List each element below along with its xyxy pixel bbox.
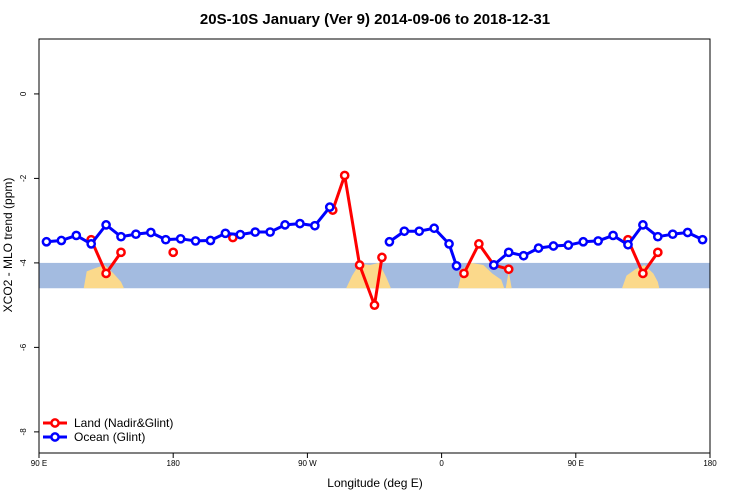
legend-marker-2 [50,432,60,442]
series-2-point-1-14 [235,229,246,240]
series-2-point-1-11 [190,236,201,246]
y-tick-label-1: 0 [19,91,28,96]
series-1-point-4-5 [377,252,387,263]
x-axis: 90 E 180 90 W 0 90 E 180 [31,453,717,468]
series-2-point-2-4 [429,223,439,234]
y-tick-label-5: -8 [19,428,28,436]
series-2-point-3-10 [623,239,633,250]
series-2-point-1-3 [71,230,82,241]
legend-label-2: Ocean (Glint) [74,430,145,444]
legend: Land (Nadir&Glint)Ocean (Glint) [43,416,173,444]
series-2-point-1-6 [116,231,126,242]
series-2 [41,202,708,271]
land-patch-4 [505,271,512,289]
series-1-point-5-2 [474,239,484,249]
y-tick-label-2: -2 [19,174,28,182]
series-2-point-1-20 [324,202,335,212]
x-tick-label-5: 90 E [568,459,584,468]
x-tick-label-3: 90 W [298,459,317,468]
series-2-point-3-9 [608,230,618,241]
series-layer [41,170,708,310]
series-2-point-1-1 [41,236,52,247]
series-2-point-3-5 [548,241,559,251]
land-patch-3 [458,262,505,289]
series-2-point-3-7 [578,236,589,247]
series-1-point-5-1 [459,268,469,279]
series-2-point-3-12 [652,231,663,242]
series-2-point-2-5 [444,239,454,249]
x-tick-label-2: 180 [167,459,181,468]
series-2-point-2-1 [384,236,395,247]
series-2-point-2-3 [414,226,425,237]
series-2-point-1-10 [175,233,186,244]
series-1-point-4-3 [354,260,365,270]
series-2-point-2-2 [399,226,410,237]
x-tick-label-6: 180 [703,459,717,468]
series-1-line-5 [462,242,510,275]
series-2-point-1-18 [295,218,305,229]
series-2-point-1-4 [86,239,97,249]
legend-label-1: Land (Nadir&Glint) [74,416,173,430]
series-2-point-1-15 [250,227,261,237]
legend-marker-1 [50,418,60,428]
series-2-point-3-13 [667,229,678,240]
series-2-point-1-5 [101,220,111,230]
plot-frame [38,38,711,454]
series-2-point-1-7 [131,229,141,240]
series-2-point-3-3 [518,250,529,261]
series-1-point-4-4 [369,300,380,310]
series-2-point-1-17 [280,220,290,230]
series-2-point-2-6 [451,261,462,271]
x-tick-label-4: 0 [439,459,444,468]
series-1-point-2-1 [168,247,179,258]
y-tick-label-4: -6 [19,343,28,351]
map-band [39,262,710,289]
series-2-point-3-11 [638,220,648,230]
series-2-point-3-4 [533,243,544,253]
x-axis-label: Longitude (deg E) [327,476,422,490]
series-2-point-1-8 [145,227,156,238]
series-1-point-6-3 [652,247,663,258]
series-2-point-3-2 [503,247,514,258]
series-1-point-4-2 [339,170,350,181]
series-1 [86,170,663,310]
x-tick-label-1: 90 E [31,459,47,468]
series-2-point-1-19 [310,220,320,231]
y-axis-label: XCO2 - MLO trend (ppm) [1,178,15,313]
series-2-point-3-14 [682,227,693,238]
y-axis: 0 -2 -4 -6 -8 [19,91,39,435]
series-2-point-1-2 [56,235,67,246]
series-2-point-3-15 [697,234,708,245]
series-2-point-1-16 [265,227,275,237]
series-1-point-1-2 [101,268,111,279]
series-1-point-6-2 [638,268,648,279]
series-1-point-1-3 [116,247,126,258]
y-tick-label-3: -4 [19,259,28,267]
series-2-point-3-1 [488,260,499,270]
series-2-point-3-8 [593,236,604,246]
chart-title: 20S-10S January (Ver 9) 2014-09-06 to 20… [200,11,550,28]
series-2-point-1-12 [205,235,216,246]
series-1-point-5-4 [503,264,514,275]
series-2-point-3-6 [563,240,574,251]
series-2-point-1-13 [220,228,231,239]
series-2-point-1-9 [160,234,171,245]
